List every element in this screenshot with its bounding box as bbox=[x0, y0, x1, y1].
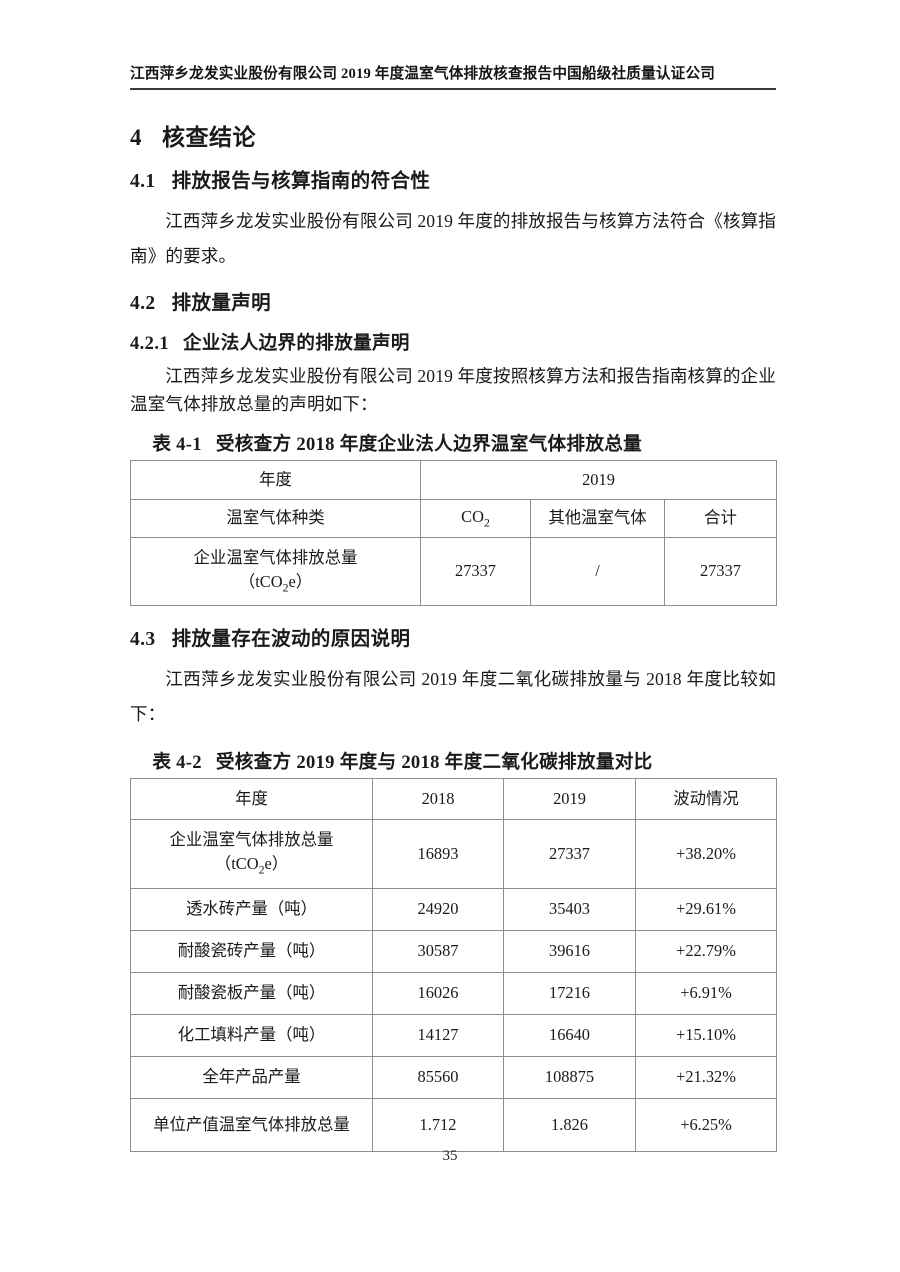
running-header: 江西萍乡龙发实业股份有限公司 2019 年度温室气体排放核查报告中国船级社质量认… bbox=[130, 62, 776, 90]
table-row: 耐酸瓷砖产量（吨） 30587 39616 +22.79% bbox=[130, 929, 777, 973]
emission-label-line2-post: e） bbox=[288, 572, 313, 592]
heading-section-4-3-title: 排放量存在波动的原因说明 bbox=[171, 628, 411, 650]
heading-section-4-2-title: 排放量声明 bbox=[171, 293, 272, 315]
table-4-2-cell-label: 全年产品产量 bbox=[130, 1055, 373, 1099]
table-row: 耐酸瓷板产量（吨） 16026 17216 +6.91% bbox=[130, 971, 777, 1015]
table-4-2-cell-label: 企业温室气体排放总量 （tCO2e） bbox=[130, 818, 373, 889]
heading-section-4-3: 4.3 排放量存在波动的原因说明 bbox=[130, 628, 776, 652]
heading-section-4-2-1-title: 企业法人边界的排放量声明 bbox=[183, 333, 410, 354]
paragraph-section-4-3: 江西萍乡龙发实业股份有限公司 2019 年度二氧化碳排放量与 2018 年度比较… bbox=[130, 669, 776, 725]
emission-label-line1: 企业温室气体排放总量 bbox=[193, 547, 358, 567]
table-4-2-header-2019: 2019 bbox=[503, 777, 636, 820]
table-row: 全年产品产量 85560 108875 +21.32% bbox=[130, 1055, 777, 1099]
row-label-line2-pre: （tCO bbox=[214, 854, 259, 874]
heading-section-4-3-number: 4.3 bbox=[130, 628, 156, 650]
row-label-line2-post: e） bbox=[264, 854, 289, 874]
table-4-2: 年度 2018 2019 波动情况 企业温室气体排放总量 （tCO2e） 168… bbox=[130, 777, 777, 1152]
table-4-2-cell-2018: 30587 bbox=[372, 929, 504, 973]
table-4-1-cell-total-header: 合计 bbox=[663, 498, 778, 538]
table-4-2-cell-2019: 108875 bbox=[503, 1055, 636, 1099]
table-4-1-cell-total-value: 27337 bbox=[663, 536, 778, 606]
table-4-1-caption-text: 受核查方 2018 年度企业法人边界温室气体排放总量 bbox=[215, 433, 643, 455]
table-4-2-cell-change: +38.20% bbox=[635, 818, 777, 889]
running-header-text: 江西萍乡龙发实业股份有限公司 2019 年度温室气体排放核查报告中国船级社质量认… bbox=[130, 66, 716, 82]
table-4-2-cell-2019: 35403 bbox=[503, 887, 636, 931]
heading-section-4-1-title: 排放报告与核算指南的符合性 bbox=[171, 170, 431, 192]
table-4-2-cell-2019: 39616 bbox=[503, 929, 636, 973]
table-4-2-cell-label: 耐酸瓷板产量（吨） bbox=[130, 971, 373, 1015]
heading-section-4-1-number: 4.1 bbox=[130, 170, 156, 192]
table-4-2-cell-2018: 24920 bbox=[372, 887, 504, 931]
table-4-2-header-year: 年度 bbox=[130, 777, 373, 820]
table-4-2-cell-2018: 14127 bbox=[372, 1013, 504, 1057]
table-4-1-cell-other-header: 其他温室气体 bbox=[530, 498, 665, 538]
table-row: 年度 2019 bbox=[130, 459, 778, 500]
table-4-2-caption-text: 受核查方 2019 年度与 2018 年度二氧化碳排放量对比 bbox=[215, 751, 653, 773]
table-4-2-cell-2019: 27337 bbox=[503, 818, 636, 889]
table-4-1: 年度 2019 温室气体种类 CO2 其他温室气体 合计 企业温室气体排放总量 … bbox=[130, 459, 778, 606]
table-header-row: 年度 2018 2019 波动情况 bbox=[130, 777, 777, 820]
table-4-2-cell-label: 透水砖产量（吨） bbox=[130, 887, 373, 931]
heading-section-4-number: 4 bbox=[130, 125, 142, 150]
table-4-2-caption-label: 表 4-2 bbox=[152, 751, 202, 773]
table-4-2-cell-label: 化工填料产量（吨） bbox=[130, 1013, 373, 1057]
table-4-2-cell-2018: 16026 bbox=[372, 971, 504, 1015]
row-label-subscript: 2 bbox=[258, 862, 265, 877]
table-4-2-cell-2019: 17216 bbox=[503, 971, 636, 1015]
table-4-1-cell-co2-header: CO2 bbox=[420, 498, 531, 538]
table-row: 企业温室气体排放总量 （tCO2e） 27337 / 27337 bbox=[130, 536, 778, 606]
table-row: 企业温室气体排放总量 （tCO2e） 16893 27337 +38.20% bbox=[130, 818, 777, 889]
paragraph-section-4-1: 江西萍乡龙发实业股份有限公司 2019 年度的排放报告与核算方法符合《核算指南》… bbox=[130, 210, 776, 267]
table-row: 单位产值温室气体排放总量 1.712 1.826 +6.25% bbox=[130, 1097, 777, 1152]
heading-section-4-title: 核查结论 bbox=[162, 125, 256, 150]
heading-section-4-2-1-number: 4.2.1 bbox=[130, 333, 169, 354]
table-4-2-cell-change: +21.32% bbox=[635, 1055, 777, 1099]
heading-section-4-2: 4.2 排放量声明 bbox=[130, 292, 776, 316]
table-4-1-cell-emission-label: 企业温室气体排放总量 （tCO2e） bbox=[130, 536, 421, 606]
heading-section-4-2-number: 4.2 bbox=[130, 293, 156, 315]
table-row: 温室气体种类 CO2 其他温室气体 合计 bbox=[130, 498, 778, 538]
table-4-1-caption: 表 4-1 受核查方 2018 年度企业法人边界温室气体排放总量 bbox=[130, 429, 776, 456]
table-4-1-cell-other-value: / bbox=[530, 536, 665, 606]
table-4-2-cell-change: +15.10% bbox=[635, 1013, 777, 1057]
table-4-2-cell-label: 耐酸瓷砖产量（吨） bbox=[130, 929, 373, 973]
heading-section-4-2-1: 4.2.1 企业法人边界的排放量声明 bbox=[130, 333, 776, 356]
table-4-2-header-2018: 2018 bbox=[372, 777, 504, 820]
table-4-2-cell-2019: 1.826 bbox=[503, 1097, 636, 1152]
table-4-2-caption: 表 4-2 受核查方 2019 年度与 2018 年度二氧化碳排放量对比 bbox=[130, 747, 776, 774]
table-4-1-cell-year-label: 年度 bbox=[130, 459, 421, 500]
emission-label-line2-pre: （tCO bbox=[238, 572, 283, 592]
table-4-2-cell-label: 单位产值温室气体排放总量 bbox=[130, 1097, 373, 1152]
co2-subscript: 2 bbox=[483, 515, 490, 530]
page-content: 4 核查结论 4.1 排放报告与核算指南的符合性 江西萍乡龙发实业股份有限公司 20… bbox=[130, 112, 778, 1152]
table-4-2-header-change: 波动情况 bbox=[635, 777, 777, 820]
co2-text: CO bbox=[461, 507, 484, 527]
table-4-2-cell-2018: 16893 bbox=[372, 818, 504, 889]
table-4-1-cell-gas-type-label: 温室气体种类 bbox=[130, 498, 421, 538]
table-4-1-cell-co2-value: 27337 bbox=[420, 536, 531, 606]
heading-section-4: 4 核查结论 bbox=[130, 124, 776, 152]
table-4-2-cell-2019: 16640 bbox=[503, 1013, 636, 1057]
page-number: 35 bbox=[442, 1148, 458, 1164]
table-4-1-caption-label: 表 4-1 bbox=[152, 433, 202, 455]
table-4-1-cell-year-value: 2019 bbox=[419, 459, 778, 500]
heading-section-4-1: 4.1 排放报告与核算指南的符合性 bbox=[130, 170, 776, 194]
table-4-2-cell-2018: 85560 bbox=[372, 1055, 504, 1099]
table-4-2-cell-change: +29.61% bbox=[635, 887, 777, 931]
row-label-line1: 企业温室气体排放总量 bbox=[169, 829, 334, 849]
table-row: 化工填料产量（吨） 14127 16640 +15.10% bbox=[130, 1013, 777, 1057]
table-4-2-cell-change: +6.25% bbox=[635, 1097, 777, 1152]
table-row: 透水砖产量（吨） 24920 35403 +29.61% bbox=[130, 887, 777, 931]
emission-label-subscript: 2 bbox=[282, 580, 289, 595]
paragraph-section-4-2-1: 江西萍乡龙发实业股份有限公司 2019 年度按照核算方法和报告指南核算的企业温室… bbox=[130, 365, 776, 415]
table-4-2-cell-2018: 1.712 bbox=[372, 1097, 504, 1152]
table-4-2-cell-change: +22.79% bbox=[635, 929, 777, 973]
table-4-2-cell-change: +6.91% bbox=[635, 971, 777, 1015]
